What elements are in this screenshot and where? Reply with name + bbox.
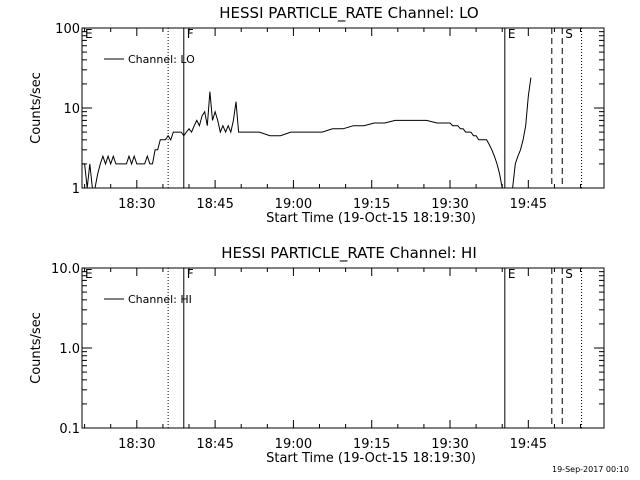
x-tick-label: 19:30 — [431, 197, 468, 212]
event-label: S — [565, 267, 573, 281]
x-tick-label: 18:30 — [118, 197, 155, 212]
event-label: S — [565, 27, 573, 41]
legend-label: Channel: HI — [128, 293, 192, 306]
x-tick-label: 18:45 — [196, 197, 233, 212]
x-axis-label: Start Time (19-Oct-15 18:19:30) — [266, 211, 476, 226]
y-tick-label: 100 — [55, 22, 80, 37]
chart-title: HESSI PARTICLE_RATE Channel: HI — [221, 244, 477, 263]
event-label: E — [508, 267, 516, 281]
x-tick-label: 19:45 — [510, 437, 547, 452]
y-tick-label: 0.1 — [59, 422, 80, 437]
plot-frame — [81, 267, 605, 429]
x-tick-label: 19:45 — [510, 197, 547, 212]
x-axis-label: Start Time (19-Oct-15 18:19:30) — [266, 451, 476, 466]
chart-title: HESSI PARTICLE_RATE Channel: LO — [219, 4, 478, 23]
chart-panel-1 — [81, 267, 605, 429]
event-label: F — [187, 267, 194, 281]
series-line — [82, 77, 532, 189]
footer-timestamp: 19-Sep-2017 00:10 — [552, 465, 629, 474]
event-label: E — [85, 27, 93, 41]
plot-frame — [81, 27, 605, 189]
legend-label: Channel: LO — [128, 53, 195, 66]
event-label: E — [85, 267, 93, 281]
x-tick-label: 19:30 — [431, 437, 468, 452]
y-tick-label: 1.0 — [59, 342, 80, 357]
event-label: E — [508, 27, 516, 41]
event-label: F — [187, 27, 194, 41]
x-tick-label: 19:15 — [353, 197, 390, 212]
x-tick-label: 19:15 — [353, 437, 390, 452]
x-tick-label: 19:00 — [275, 197, 312, 212]
x-tick-label: 18:30 — [118, 437, 155, 452]
y-tick-label: 1 — [72, 182, 80, 197]
x-tick-label: 19:00 — [275, 437, 312, 452]
y-axis-label: Counts/sec — [29, 312, 44, 384]
y-tick-label: 10 — [63, 102, 80, 117]
chart-panel-0 — [81, 27, 605, 189]
x-tick-label: 18:45 — [196, 437, 233, 452]
y-axis-label: Counts/sec — [29, 72, 44, 144]
y-tick-label: 10.0 — [51, 262, 80, 277]
